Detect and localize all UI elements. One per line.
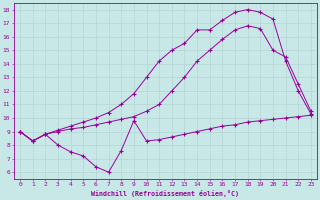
X-axis label: Windchill (Refroidissement éolien,°C): Windchill (Refroidissement éolien,°C) — [92, 190, 239, 197]
